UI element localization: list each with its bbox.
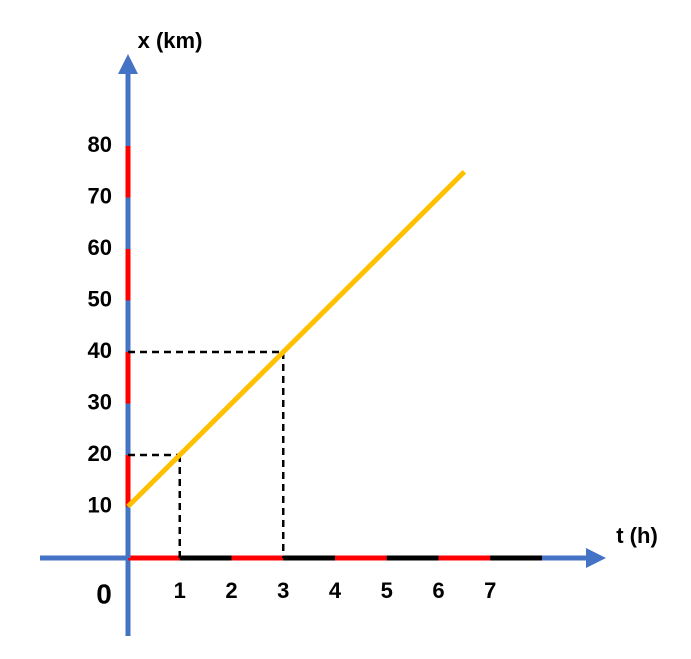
y-tick-label: 30 [88,389,112,414]
y-tick-label: 20 [88,441,112,466]
x-tick-label: 2 [225,578,237,603]
origin-label: 0 [96,578,112,609]
x-tick-label: 4 [329,578,342,603]
y-tick-label: 70 [88,183,112,208]
y-axis-title: x (km) [138,28,203,53]
x-tick-label: 7 [484,578,496,603]
x-axis-title: t (h) [616,523,658,548]
x-tick-label: 3 [277,578,289,603]
y-tick-label: 40 [88,338,112,363]
x-tick-label: 6 [432,578,444,603]
y-tick-label: 80 [88,132,112,157]
y-tick-label: 60 [88,235,112,260]
data-line [126,169,467,509]
y-tick-label: 10 [88,492,112,517]
x-tick-label: 5 [381,578,393,603]
y-tick-label: 50 [88,286,112,311]
x-tick-label: 1 [174,578,186,603]
